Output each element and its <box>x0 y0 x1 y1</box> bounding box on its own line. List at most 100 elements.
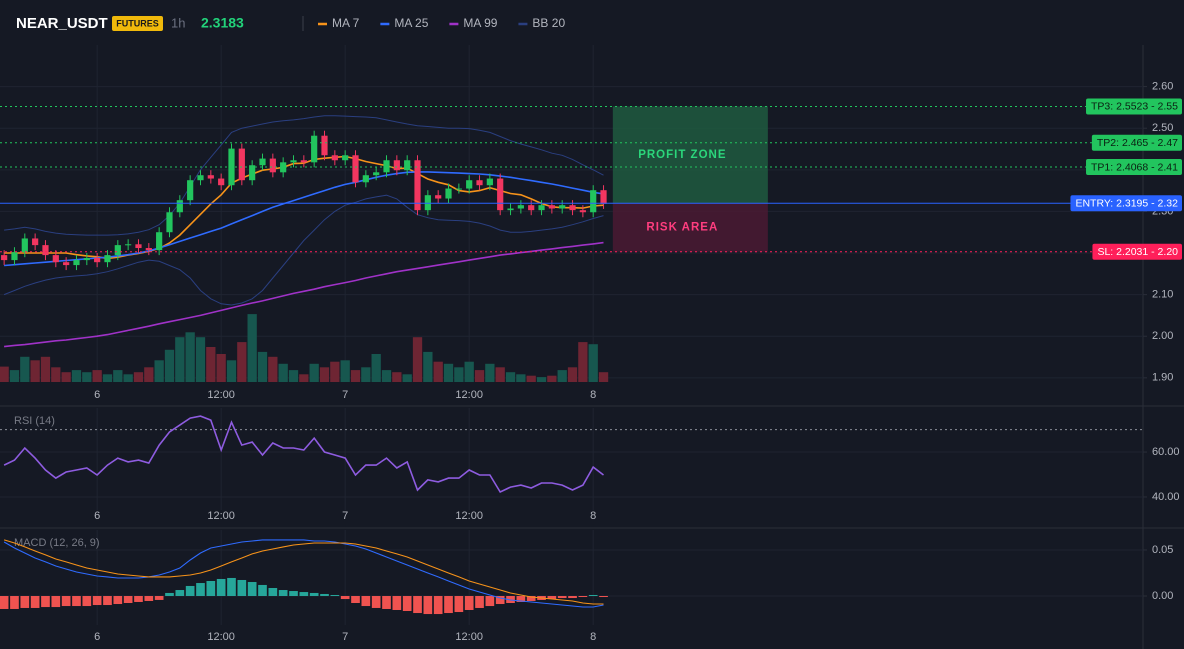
interval[interactable]: 1h <box>171 15 185 30</box>
histogram-bar <box>0 596 9 609</box>
histogram-bar <box>61 596 71 607</box>
volume-bar <box>175 337 185 382</box>
volume-bar <box>144 367 154 382</box>
y-tick-label: 0.00 <box>1152 590 1173 602</box>
y-tick-label: 2.00 <box>1152 330 1173 342</box>
volume-bar <box>278 363 288 382</box>
x-tick-label: 12:00 <box>207 631 235 643</box>
volume-bar <box>474 370 485 382</box>
volume-bar <box>247 314 257 382</box>
level-label-bg <box>1086 98 1182 115</box>
volume-bar <box>319 367 330 382</box>
histogram-bar <box>123 596 133 603</box>
candle-body <box>538 205 545 211</box>
volume-bar <box>154 360 164 382</box>
volume-bar <box>536 377 547 382</box>
bb-upper <box>4 115 604 236</box>
candle-body <box>342 155 349 161</box>
histogram-bar <box>289 591 298 597</box>
candle-body <box>362 175 369 183</box>
pane-title: RSI (14) <box>14 415 55 427</box>
histogram-bar <box>185 585 195 597</box>
volume-bar <box>423 351 433 382</box>
candle-body <box>445 188 452 199</box>
macd-line <box>3 539 604 605</box>
histogram-bar <box>144 596 154 601</box>
histogram-bar <box>30 596 40 608</box>
volume-bar <box>92 370 102 382</box>
candle-body <box>176 200 183 213</box>
volume-bar <box>392 372 402 382</box>
x-tick-label: 12:00 <box>455 631 483 643</box>
candle-body <box>21 238 28 253</box>
volume-bar <box>216 354 226 382</box>
y-tick-label: 0.05 <box>1152 544 1173 556</box>
candle-body <box>238 148 245 181</box>
histogram-bar <box>578 596 588 598</box>
x-tick-label: 6 <box>94 631 100 643</box>
volume-bar <box>485 363 495 382</box>
badge-bg <box>112 16 163 31</box>
y-tick-label: 2.50 <box>1152 122 1173 134</box>
candle-body <box>42 245 49 256</box>
symbol[interactable]: NEAR_USDT <box>16 15 108 32</box>
histogram-bar <box>206 580 216 597</box>
histogram-bar <box>175 590 185 597</box>
candle-body <box>600 190 607 204</box>
candle-body <box>497 178 504 211</box>
histogram-bar <box>103 596 112 606</box>
histogram-bar <box>526 596 536 601</box>
volume-bar <box>113 370 123 382</box>
candle-body <box>166 212 173 233</box>
volume-bar <box>102 374 113 382</box>
volume-bar <box>588 344 598 382</box>
histogram-bar <box>516 596 526 602</box>
level-label: SL: 2.2031 - 2.20 <box>1097 246 1178 258</box>
histogram-bar <box>196 583 205 597</box>
zone-label: PROFIT ZONE <box>638 149 726 161</box>
histogram-bar <box>278 590 288 597</box>
histogram-bar <box>475 596 484 608</box>
histogram-bar <box>134 596 143 602</box>
x-tick-label: 7 <box>342 510 348 522</box>
volume-bar <box>51 367 61 382</box>
histogram-bar <box>82 596 92 607</box>
x-tick-label: 7 <box>342 631 348 643</box>
volume-bar <box>454 367 464 382</box>
histogram-bar <box>433 596 443 615</box>
volume-bar <box>340 360 350 382</box>
histogram-bar <box>20 596 30 608</box>
candle-body <box>424 195 431 211</box>
candle-body <box>187 180 194 201</box>
volume-bar <box>61 372 71 382</box>
candle-body <box>331 155 338 161</box>
x-tick-label: 6 <box>94 510 100 522</box>
volume-bar <box>598 372 609 382</box>
histogram-bar <box>258 584 267 597</box>
histogram-bar <box>268 587 278 597</box>
candle-body <box>414 160 421 211</box>
candle-body <box>383 160 390 173</box>
candle-body <box>259 158 266 166</box>
candle-body <box>404 160 411 171</box>
volume-bar <box>350 370 361 382</box>
volume-bar <box>185 332 195 382</box>
volume-bar <box>0 366 9 382</box>
level-label: TP1: 2.4068 - 2.41 <box>1091 161 1178 173</box>
volume-bar <box>195 337 206 382</box>
y-tick-label: 2.10 <box>1152 289 1173 301</box>
histogram-bar <box>371 596 381 608</box>
histogram-bar <box>154 596 164 600</box>
level-label: TP3: 2.5523 - 2.55 <box>1091 101 1178 113</box>
candle-body <box>300 160 307 163</box>
candle-body <box>466 180 473 189</box>
candle-body <box>528 205 535 211</box>
pane-title: MACD (12, 26, 9) <box>14 537 100 549</box>
volume-bar <box>40 356 51 382</box>
x-tick-label: 8 <box>590 510 596 522</box>
volume-bar <box>20 356 30 382</box>
volume-bar <box>82 372 92 382</box>
y-tick-label: 40.00 <box>1152 491 1180 503</box>
